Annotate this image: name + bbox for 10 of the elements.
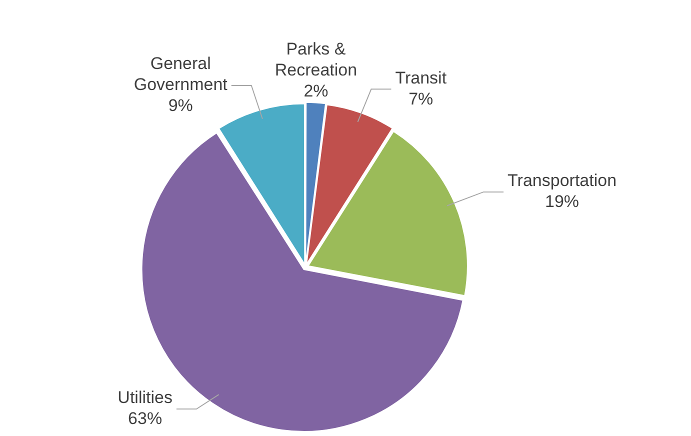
slice-label: Parks & Recreation [274,40,358,80]
data-label: 7% [408,89,434,108]
slice-label: General Government [134,54,228,94]
data-label: 9% [168,96,193,116]
data-label: 63% [128,409,162,428]
slice-label: Utilities [118,388,172,408]
data-label: 19% [545,192,580,212]
slice-label: Transit [395,68,447,88]
data-label: 2% [304,82,328,101]
slice-label: Transportation [508,171,617,190]
